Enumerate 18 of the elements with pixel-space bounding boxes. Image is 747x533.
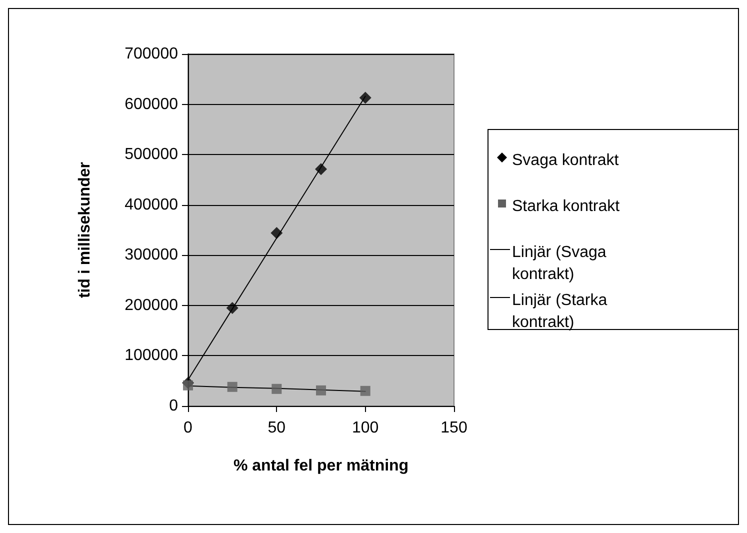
y-tick-label: 400000: [124, 196, 178, 214]
y-tick-label: 100000: [124, 347, 178, 364]
x-tick-label: 150: [440, 420, 468, 436]
x-tick-label: 0: [184, 420, 193, 436]
y-tick-label: 600000: [124, 96, 178, 113]
legend-label: Linjär (Starka kontrakt): [512, 292, 612, 331]
legend-label: Svaga kontrakt: [512, 152, 620, 169]
legend-label: Linjär (Svaga kontrakt): [512, 244, 611, 283]
legend-label: Starka kontrakt: [512, 198, 620, 215]
y-tick-label: 0: [169, 398, 178, 414]
x-tick-label: 50: [268, 420, 286, 436]
y-tick-label: 500000: [124, 146, 178, 164]
y-tick-label: 300000: [124, 246, 178, 264]
x-tick-label: 100: [352, 420, 379, 436]
y-tick-label: 200000: [124, 296, 178, 314]
y-tick-label: 700000: [124, 46, 178, 62]
x-axis-title: % antal fel per mätning: [233, 458, 409, 474]
y-axis-title: tid i millisekunder: [76, 162, 94, 298]
